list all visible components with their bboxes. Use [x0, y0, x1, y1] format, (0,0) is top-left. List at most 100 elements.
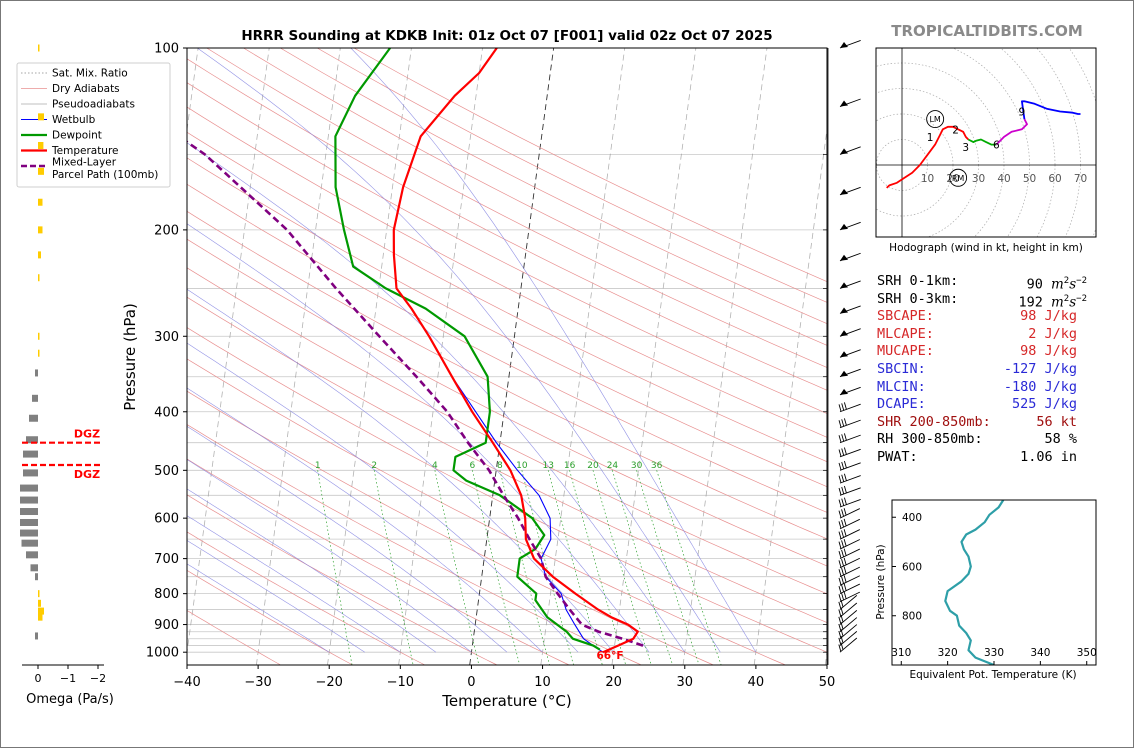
barb-staff — [839, 419, 861, 429]
storm-motion-label: LM — [929, 115, 940, 124]
barb-staff — [839, 434, 861, 444]
stat-row: SBCAPE: 98 J/kg — [877, 308, 1077, 326]
dry-adiabat — [187, 106, 827, 438]
stat-label: SBCIN: — [877, 361, 926, 377]
barb-feather — [841, 540, 844, 548]
isotherm — [753, 126, 827, 665]
barb-feather — [838, 569, 842, 577]
mixing-ratio-line — [656, 470, 722, 665]
stat-row: DCAPE: 525 J/kg — [877, 396, 1077, 414]
barb-feather — [840, 614, 844, 623]
dry-adiabat — [187, 358, 786, 665]
dry-adiabat — [187, 610, 281, 665]
hodograph-ring-label: 50 — [1023, 173, 1036, 185]
storm-motion-marker — [926, 110, 945, 129]
omega-bar — [38, 332, 40, 340]
isotherm — [469, 48, 555, 665]
wind-barb — [838, 610, 858, 625]
barb-feather — [841, 448, 845, 456]
y-tick-label: 500 — [154, 464, 179, 479]
dry-adiabat — [187, 494, 498, 665]
barb-feather — [840, 607, 844, 615]
hodograph-height-label: 1 — [927, 132, 934, 144]
wind-barb — [838, 518, 861, 530]
hodograph-segment — [967, 138, 997, 146]
y-tick-label: 600 — [154, 512, 179, 527]
y-tick-label: 700 — [154, 552, 179, 567]
y-tick-label: 300 — [154, 330, 179, 345]
barb-feather — [838, 475, 842, 483]
barb-pennant — [840, 100, 848, 107]
x-tick-label: −40 — [173, 675, 200, 690]
barb-staff — [839, 624, 858, 640]
barb-feather — [838, 462, 842, 471]
moist-adiabat — [350, 48, 757, 653]
dry-adiabat — [243, 48, 827, 346]
wind-barb — [838, 631, 858, 646]
barb-pennant — [840, 388, 848, 395]
skewt-title: HRRR Sounding at KDKB Init: 01z Oct 07 [… — [241, 28, 772, 44]
barb-feather — [838, 521, 842, 529]
barb-feather — [838, 560, 842, 568]
y-tick-label: 200 — [154, 223, 179, 238]
omega-bar — [23, 469, 38, 477]
theta-e-x-tick-label: 350 — [1077, 647, 1097, 659]
mixing-ratio-label: 2 — [371, 461, 377, 471]
mixing-ratio-line — [636, 470, 700, 665]
dry-adiabat — [187, 157, 827, 488]
barb-feather — [840, 635, 844, 644]
theta-e-x-tick-label: 340 — [1030, 647, 1050, 659]
wind-barb — [838, 591, 861, 603]
barb-feather — [841, 584, 844, 593]
dry-adiabat — [317, 48, 827, 303]
barb-pennant — [840, 42, 848, 48]
hodograph-segment — [886, 125, 969, 189]
mixing-ratio-label: 30 — [631, 461, 643, 471]
mixing-ratio-label: 36 — [651, 461, 663, 471]
omega-bar — [38, 607, 44, 615]
legend-box — [16, 62, 171, 188]
wind-barb — [838, 637, 858, 653]
storm-motion-label: RM — [952, 174, 965, 183]
barb-staff — [839, 566, 861, 578]
y-tick-label: 1000 — [146, 646, 179, 661]
mixing-ratio-line — [499, 470, 551, 665]
barb-feather — [841, 549, 844, 558]
barb-feather — [838, 487, 842, 496]
omega-bar — [20, 518, 38, 526]
series-mixed-layer-parcel-path-100mb — [187, 140, 644, 647]
barb-feather — [841, 520, 844, 528]
barb-staff — [839, 548, 861, 560]
dry-adiabat — [280, 48, 827, 325]
wind-barb — [839, 252, 861, 262]
mixing-ratio-label: 4 — [432, 461, 438, 471]
stat-label: MUCAPE: — [877, 343, 934, 360]
barb-feather — [841, 474, 845, 482]
barb-feather — [838, 499, 842, 507]
wind-barb — [839, 386, 861, 396]
barb-feather — [841, 434, 845, 442]
omega-bar — [35, 573, 38, 581]
barb-feather — [841, 461, 845, 470]
barb-pennant — [840, 330, 848, 337]
stat-row: MLCIN: -180 J/kg — [877, 379, 1077, 397]
omega-bar — [26, 551, 38, 559]
stat-row: PWAT: 1.06 in — [877, 449, 1077, 467]
barb-feather — [838, 449, 842, 457]
wind-barb — [838, 566, 861, 578]
x-tick-label: −20 — [316, 675, 343, 690]
wind-barb — [838, 548, 861, 560]
mixing-ratio-label: 10 — [516, 461, 528, 471]
y-tick-label: 100 — [154, 42, 179, 57]
isotherm — [682, 48, 768, 665]
wind-barb — [838, 418, 861, 429]
stat-value: 525 J/kg — [1011, 396, 1077, 413]
barb-feather — [843, 418, 847, 426]
x-tick-label: 10 — [534, 675, 551, 690]
barb-feather — [840, 629, 844, 637]
mixing-ratio-line — [373, 470, 414, 665]
barb-staff — [839, 575, 861, 586]
dry-adiabat — [187, 296, 827, 623]
